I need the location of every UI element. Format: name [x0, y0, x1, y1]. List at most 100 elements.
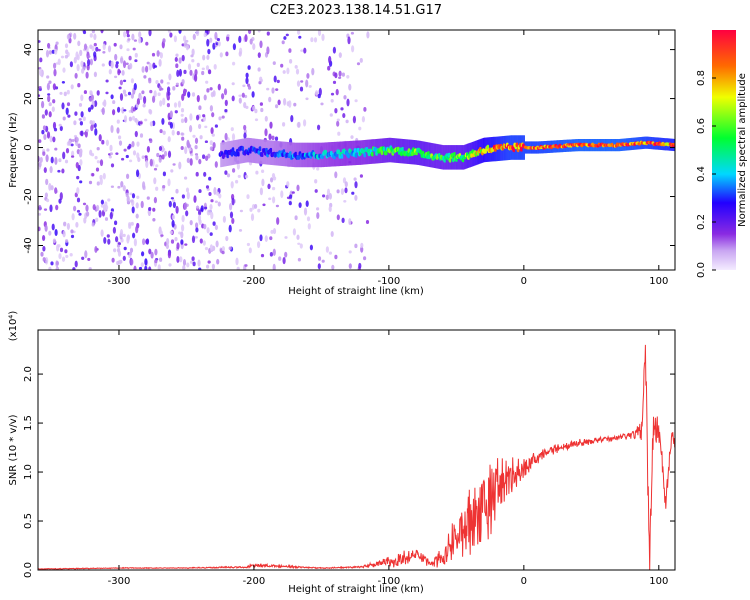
noise-cell — [291, 191, 295, 194]
ridge-core-cell — [382, 146, 386, 152]
noise-cell — [145, 160, 149, 169]
noise-cell — [167, 30, 171, 34]
noise-cell — [172, 199, 176, 203]
noise-cell — [209, 140, 213, 146]
noise-cell — [257, 52, 261, 58]
noise-cell — [298, 35, 302, 39]
noise-cell — [47, 42, 51, 49]
noise-cell — [277, 99, 281, 106]
ridge-core-cell — [347, 153, 351, 159]
noise-cell — [142, 103, 146, 108]
noise-cell — [122, 60, 127, 69]
noise-cell — [122, 185, 126, 192]
noise-cell — [45, 178, 49, 186]
noise-cell — [82, 116, 86, 122]
noise-cell — [87, 107, 92, 113]
noise-cell — [160, 87, 164, 91]
noise-cell — [269, 121, 273, 129]
noise-cell — [57, 169, 61, 173]
noise-cell — [222, 215, 226, 223]
noise-cell — [48, 111, 52, 118]
noise-cell — [77, 83, 81, 88]
noise-cell — [183, 35, 187, 42]
noise-cell — [243, 101, 247, 109]
noise-cell — [71, 138, 75, 143]
noise-cell — [268, 96, 272, 103]
noise-cell — [172, 86, 176, 91]
ridge-halo-cell — [417, 140, 420, 165]
noise-cell — [214, 200, 218, 204]
noise-cell — [187, 91, 191, 98]
noise-cell — [198, 219, 202, 225]
noise-cell — [38, 204, 42, 211]
noise-cell — [284, 251, 288, 258]
noise-cell — [254, 203, 258, 209]
noise-cell — [66, 222, 70, 230]
noise-cell — [131, 206, 135, 214]
ridge-halo-cell — [385, 138, 387, 163]
noise-cell — [115, 236, 119, 243]
noise-cell — [214, 31, 218, 40]
ridge-halo-cell — [296, 142, 299, 168]
noise-cell — [138, 266, 143, 270]
noise-cell — [350, 135, 354, 139]
noise-cell — [354, 181, 358, 189]
snr-x-label: Height of straight line (km) — [288, 584, 424, 595]
noise-cell — [139, 133, 144, 138]
noise-cell — [328, 251, 332, 255]
noise-cell — [231, 95, 235, 102]
noise-cell — [163, 150, 168, 157]
noise-cell — [254, 118, 259, 122]
snr-y-tick-label: 1.5 — [23, 415, 34, 431]
snr-y-label: SNR (10 * v/v) — [8, 414, 19, 485]
noise-cell — [83, 90, 87, 95]
spectrogram-y-ticks: -40 -20 0 20 40 — [23, 43, 675, 254]
noise-cell — [317, 263, 321, 270]
noise-cell — [126, 195, 130, 204]
snr-y-multiplier: (x10⁴) — [8, 311, 19, 342]
noise-cell — [95, 217, 99, 222]
noise-cell — [61, 256, 66, 262]
noise-cell — [205, 185, 210, 189]
noise-cell — [186, 191, 190, 200]
noise-cell — [144, 118, 148, 122]
noise-cell — [247, 85, 252, 90]
noise-cell — [188, 147, 192, 152]
noise-cell — [114, 75, 118, 79]
snr-x-tick-label: 100 — [649, 576, 668, 587]
noise-cell — [213, 63, 217, 70]
ridge-core-cell — [452, 152, 457, 157]
noise-cell — [114, 53, 118, 61]
noise-cell — [158, 59, 162, 67]
noise-cell — [268, 133, 272, 141]
noise-cell — [66, 102, 71, 107]
noise-cell — [58, 158, 62, 163]
noise-cell — [80, 111, 84, 118]
noise-cell — [75, 51, 79, 60]
noise-cell — [351, 191, 355, 195]
noise-cell — [94, 100, 98, 107]
noise-cell — [236, 162, 240, 170]
noise-cell — [336, 214, 340, 221]
noise-cell — [60, 55, 65, 59]
noise-cell — [334, 72, 338, 79]
noise-cell — [198, 123, 202, 129]
noise-cell — [123, 246, 127, 251]
noise-cell — [55, 204, 59, 211]
ridge-halo-cell — [243, 138, 246, 163]
noise-cell — [79, 159, 83, 166]
noise-cell — [169, 110, 173, 119]
noise-cell — [199, 238, 203, 244]
noise-cell — [203, 171, 207, 177]
noise-cell — [94, 128, 98, 136]
noise-cell — [229, 211, 234, 219]
noise-cell — [273, 176, 277, 181]
noise-cell — [73, 56, 77, 64]
colorbar-tick-label: 0.4 — [696, 166, 707, 182]
noise-cell — [275, 88, 279, 91]
noise-cell — [201, 70, 205, 76]
noise-cell — [288, 200, 292, 206]
noise-cell — [52, 99, 56, 104]
colorbar-label: Normalized spectral amplitude — [737, 73, 748, 227]
noise-cell — [64, 43, 69, 49]
